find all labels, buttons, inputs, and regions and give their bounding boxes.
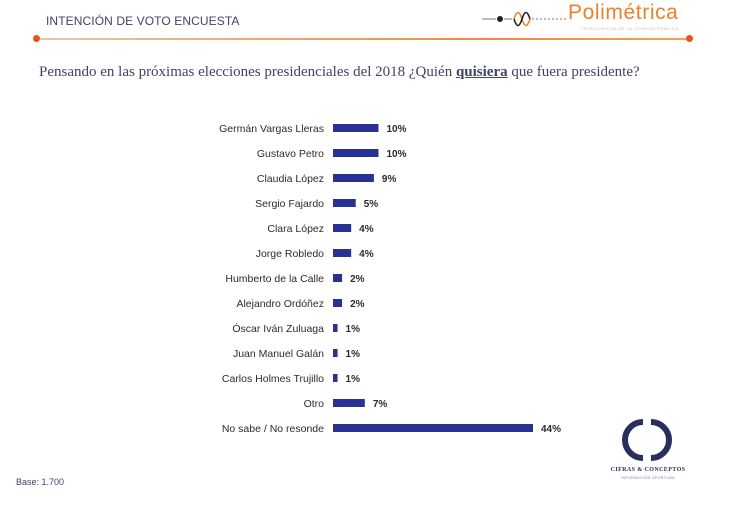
- value-label: 5%: [364, 199, 379, 210]
- value-label: 7%: [373, 399, 388, 410]
- value-label: 1%: [346, 349, 361, 360]
- category-label: Germán Vargas Lleras: [219, 123, 324, 135]
- value-label: 9%: [382, 174, 397, 185]
- survey-question: Pensando en las próximas elecciones pres…: [39, 63, 679, 81]
- category-label: Humberto de la Calle: [225, 273, 324, 285]
- bar: [333, 199, 356, 207]
- value-label: 1%: [346, 324, 361, 335]
- value-label: 1%: [346, 374, 361, 385]
- bar: [333, 399, 365, 407]
- category-label: No sabe / No resonde: [222, 423, 324, 435]
- polimetrica-wave-icon: [482, 11, 566, 27]
- logo-tagline: INFORMACIÓN OPORTUNA: [621, 476, 675, 480]
- category-label: Jorge Robledo: [256, 248, 324, 260]
- value-label: 10%: [386, 124, 406, 135]
- brand-tagline: INTELIGENCIA DE LA OPINIÓN PÚBLICA: [582, 26, 679, 31]
- bar: [333, 249, 352, 257]
- category-label: Óscar Iván Zuluaga: [232, 322, 324, 335]
- bar: [333, 424, 533, 432]
- category-label: Carlos Holmes Trujillo: [222, 373, 324, 385]
- value-label: 2%: [350, 299, 365, 310]
- bars-group: Germán Vargas Lleras 10% Gustavo Petro 10% C…: [219, 123, 561, 435]
- divider-dot-left: [33, 35, 40, 42]
- value-label: 4%: [359, 224, 374, 235]
- category-label: Otro: [304, 398, 325, 410]
- question-text-start: Pensando en las próximas elecciones pres…: [39, 64, 456, 80]
- brand-name: Polimétrica: [568, 1, 679, 24]
- bar: [333, 149, 379, 157]
- category-label: Alejandro Ordóñez: [236, 298, 324, 310]
- sample-base: Base: 1.700: [16, 477, 65, 487]
- value-label: 4%: [359, 249, 374, 260]
- bar: [333, 174, 374, 182]
- question-text-end: que fuera presidente?: [507, 64, 640, 80]
- value-label: 2%: [350, 274, 365, 285]
- bar: [333, 324, 338, 332]
- bar: [333, 374, 338, 382]
- value-label: 10%: [386, 149, 406, 160]
- category-label: Clara López: [267, 223, 324, 235]
- bar: [333, 274, 343, 282]
- category-label: Claudia López: [257, 173, 324, 185]
- value-label: 44%: [541, 424, 561, 435]
- header-title: INTENCIÓN DE VOTO ENCUESTA: [46, 14, 240, 28]
- divider-dot-right: [686, 35, 693, 42]
- bar: [333, 349, 338, 357]
- category-label: Sergio Fajardo: [255, 198, 324, 210]
- category-label: Gustavo Petro: [257, 148, 324, 160]
- logo-name: CIFRAS & CONCEPTOS: [610, 467, 686, 473]
- bar: [333, 224, 352, 232]
- bar: [333, 124, 379, 132]
- cifras-conceptos-logo-icon: [622, 419, 672, 461]
- header-divider: [36, 38, 688, 40]
- category-label: Juan Manuel Galán: [233, 348, 324, 360]
- question-emphasis: quisiera: [455, 64, 508, 80]
- bar: [333, 299, 343, 307]
